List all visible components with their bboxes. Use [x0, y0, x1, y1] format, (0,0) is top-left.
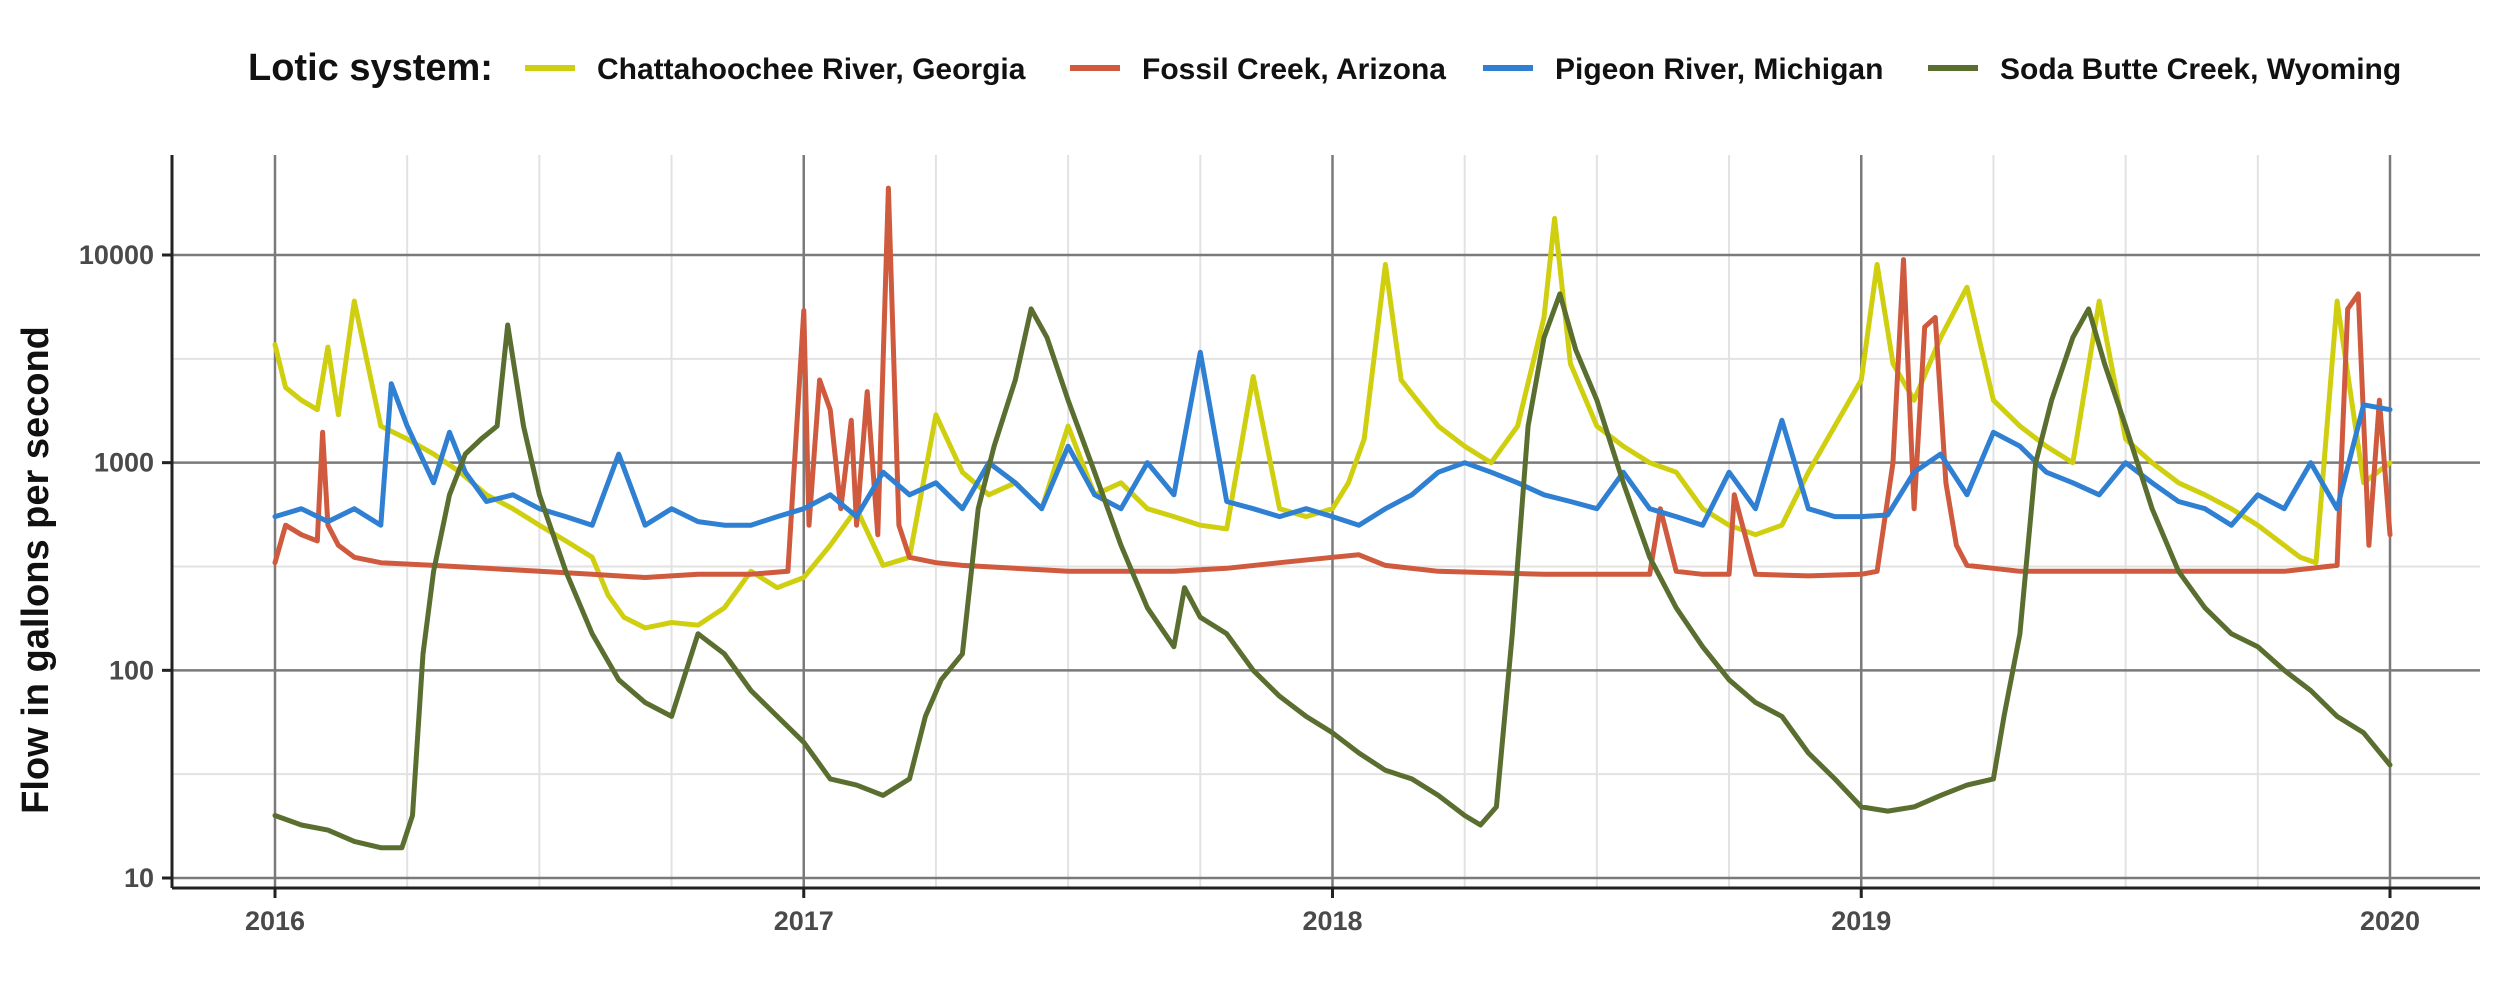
y-axis-ticks: 10 100 1000 10000: [79, 240, 172, 893]
y-tick-label: 10000: [79, 240, 154, 270]
legend-label: Fossil Creek, Arizona: [1142, 53, 1446, 86]
y-tick-label: 1000: [94, 448, 154, 478]
x-tick-label: 2016: [245, 906, 305, 936]
series-line-1: [272, 185, 2393, 580]
legend-title: Lotic system:: [248, 47, 493, 89]
y-tick-label: 10: [124, 863, 154, 893]
y-axis-title: Flow in gallons per second: [15, 326, 57, 814]
legend-label: Pigeon River, Michigan: [1555, 53, 1883, 86]
y-tick-label: 100: [109, 655, 154, 685]
x-tick-label: 2017: [774, 906, 834, 936]
minor-gridlines: [172, 155, 2480, 888]
x-tick-label: 2020: [2360, 906, 2420, 936]
axes: [170, 155, 2480, 890]
series-line-0: [272, 215, 2393, 631]
x-axis-ticks: 2016 2017 2018 2019 2020: [245, 888, 2420, 936]
legend-entry-2: Pigeon River, Michigan: [1483, 53, 1883, 86]
legend-entry-0: Chattahoochee River, Georgia: [525, 53, 1026, 86]
major-gridlines: [172, 155, 2480, 888]
legend-label: Soda Butte Creek, Wyoming: [2000, 53, 2401, 86]
series-line-3: [272, 291, 2393, 851]
legend-entry-1: Fossil Creek, Arizona: [1070, 53, 1446, 86]
x-tick-label: 2018: [1302, 906, 1362, 936]
series-line-2: [272, 349, 2393, 528]
chart-legend: Lotic system: Chattahoochee River, Georg…: [248, 47, 2401, 89]
legend-label: Chattahoochee River, Georgia: [597, 53, 1026, 86]
x-tick-label: 2019: [1831, 906, 1891, 936]
legend-entry-3: Soda Butte Creek, Wyoming: [1928, 53, 2401, 86]
series-lines: [272, 185, 2393, 851]
plot-area: 2016 2017 2018 2019 2020 10 100 1000 10000: [79, 155, 2480, 936]
